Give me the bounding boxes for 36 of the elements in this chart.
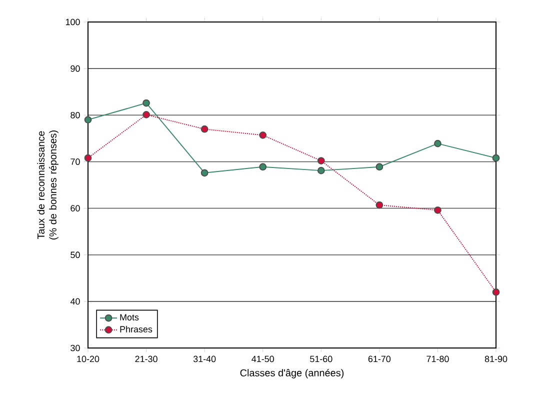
y-tick-label: 70	[70, 158, 80, 165]
y-axis-title: Taux de reconnaissance (% de bonnes réponses)	[37, 130, 58, 240]
x-tick-label: 10-20	[77, 356, 100, 362]
point	[84, 116, 92, 124]
point	[376, 201, 384, 209]
x-tick-label: 31-40	[193, 356, 216, 362]
point	[142, 99, 150, 107]
x-tick-label: 51-60	[310, 356, 332, 362]
x-tick-label: 41-50	[252, 356, 274, 362]
point	[492, 288, 500, 296]
y-tick-label: 90	[70, 65, 80, 72]
point	[200, 125, 208, 133]
point	[142, 110, 150, 118]
x-tick-label: 81-90	[484, 356, 508, 362]
y-tick-label: 100	[66, 18, 80, 26]
point	[434, 206, 442, 214]
x-tick-label: 71-80	[426, 356, 449, 362]
point	[200, 169, 208, 177]
legend-label: Phrases	[120, 326, 152, 332]
point	[376, 163, 384, 171]
x-tick-label: 21-30	[135, 356, 158, 362]
x-axis-title: Classes d'âge (années)	[240, 368, 344, 378]
point	[434, 140, 442, 148]
legend-label: Mots	[120, 314, 139, 320]
point	[317, 157, 325, 164]
point	[84, 154, 92, 162]
point	[317, 166, 325, 174]
y-tick-label: 60	[70, 205, 80, 212]
point	[259, 163, 267, 171]
x-tick-label: 61-70	[368, 356, 391, 362]
y-tick-label: 50	[70, 252, 80, 258]
point	[492, 154, 500, 162]
y-tick-label: 40	[70, 298, 80, 305]
y-tick-label: 30	[70, 344, 80, 352]
point	[259, 131, 267, 139]
y-tick-label: 80	[70, 112, 80, 118]
